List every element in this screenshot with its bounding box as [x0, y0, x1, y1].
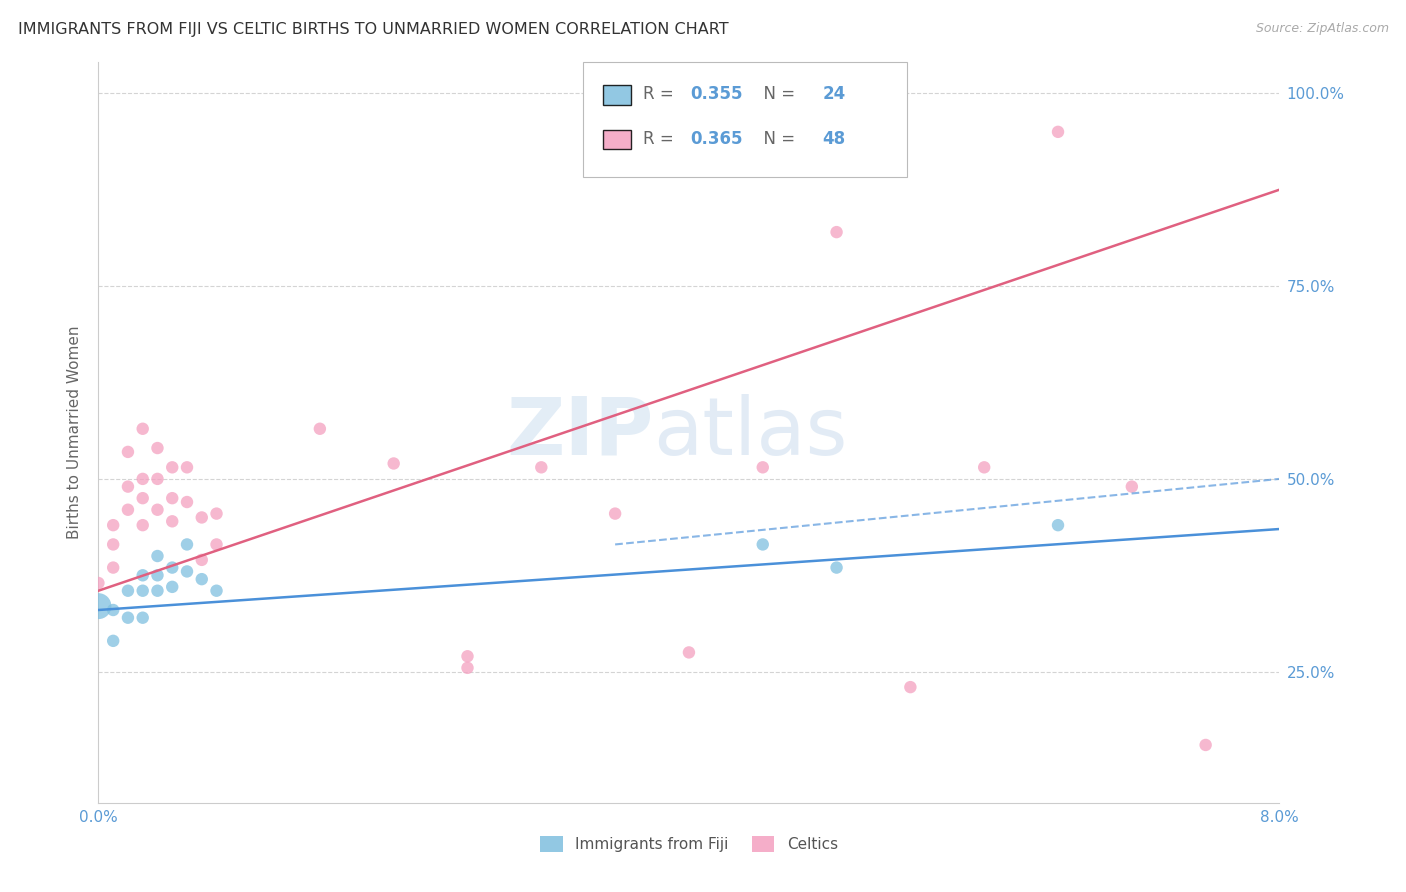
Point [103, 537, 125, 551]
Point [117, 445, 139, 459]
Point [117, 502, 139, 516]
Point [132, 422, 155, 436]
Point [162, 460, 183, 475]
Text: R =: R = [643, 86, 679, 103]
Point [132, 583, 155, 598]
Text: N =: N = [752, 129, 800, 148]
Point [309, 422, 332, 436]
Point [146, 441, 169, 455]
Point [191, 553, 214, 567]
Point [117, 611, 139, 625]
Text: IMMIGRANTS FROM FIJI VS CELTIC BIRTHS TO UNMARRIED WOMEN CORRELATION CHART: IMMIGRANTS FROM FIJI VS CELTIC BIRTHS TO… [18, 22, 728, 37]
Text: 48: 48 [823, 129, 845, 148]
Text: Source: ZipAtlas.com: Source: ZipAtlas.com [1256, 22, 1389, 36]
Point [176, 495, 198, 509]
Point [103, 603, 125, 617]
Text: 0.365: 0.365 [690, 129, 742, 148]
Point [132, 518, 155, 533]
Point [162, 491, 183, 505]
Point [752, 460, 775, 475]
Point [1046, 125, 1070, 139]
Point [205, 583, 228, 598]
Point [103, 518, 125, 533]
Point [825, 560, 848, 574]
Point [605, 507, 627, 521]
Point [176, 537, 198, 551]
Point [146, 502, 169, 516]
Text: ZIP: ZIP [506, 393, 654, 472]
Point [146, 568, 169, 582]
Point [162, 514, 183, 528]
Point [191, 510, 214, 524]
Point [176, 565, 198, 579]
Point [162, 560, 183, 574]
Text: atlas: atlas [654, 393, 848, 472]
FancyBboxPatch shape [603, 86, 631, 105]
Point [87, 599, 110, 614]
Text: R =: R = [643, 129, 679, 148]
Point [678, 645, 700, 659]
Point [103, 633, 125, 648]
Point [146, 549, 169, 563]
Point [205, 537, 228, 551]
Point [117, 480, 139, 494]
FancyBboxPatch shape [603, 130, 631, 149]
Point [205, 507, 228, 521]
Point [900, 680, 922, 694]
Point [530, 460, 553, 475]
Point [1195, 738, 1218, 752]
Point [752, 537, 775, 551]
Point [146, 583, 169, 598]
Point [457, 649, 479, 664]
Point [146, 472, 169, 486]
Point [132, 491, 155, 505]
FancyBboxPatch shape [582, 62, 907, 178]
Point [973, 460, 995, 475]
Point [132, 568, 155, 582]
Point [457, 661, 479, 675]
Point [87, 576, 110, 591]
Point [191, 572, 214, 586]
Point [162, 580, 183, 594]
Point [382, 457, 405, 471]
Point [132, 472, 155, 486]
Point [1046, 518, 1070, 533]
Point [176, 460, 198, 475]
Legend: Immigrants from Fiji, Celtics: Immigrants from Fiji, Celtics [534, 830, 844, 858]
Text: N =: N = [752, 86, 800, 103]
Point [117, 583, 139, 598]
Point [103, 560, 125, 574]
Text: 24: 24 [823, 86, 845, 103]
Point [1121, 480, 1143, 494]
Point [825, 225, 848, 239]
Text: 0.355: 0.355 [690, 86, 742, 103]
Point [132, 611, 155, 625]
Y-axis label: Births to Unmarried Women: Births to Unmarried Women [67, 326, 83, 540]
